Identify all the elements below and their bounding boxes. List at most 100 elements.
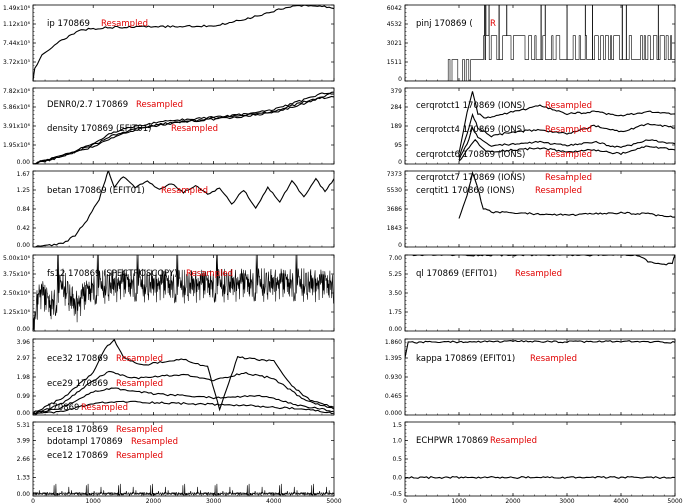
y-tick-label: 3.75x10⁶ — [3, 271, 31, 278]
series-line — [33, 5, 334, 81]
signal-label: cerqrotct1 170869 (IONS) — [416, 101, 525, 111]
resampled-tag: R — [490, 19, 496, 29]
y-tick-label: 6042 — [387, 5, 402, 12]
y-tick-label: 1.67 — [17, 171, 31, 178]
series-line — [33, 92, 334, 164]
signal-label: bdotampl 170869 — [47, 437, 123, 447]
panel-0: 1.49x10⁶ 1.12x10⁶ 7.44x10⁵ 3.72x10⁵ ip 17086… — [3, 4, 335, 82]
signal-label: DENR0/2.7 170869 — [47, 100, 128, 110]
y-tick-label: 2.50x10⁶ — [3, 290, 31, 297]
y-tick-label: 3.99 — [17, 438, 31, 445]
panel-container: 1.49x10⁶ 1.12x10⁶ 7.44x10⁵ 3.72x10⁵ ip 17086… — [3, 4, 683, 504]
panel-series-group — [405, 339, 675, 358]
series-line — [33, 483, 334, 496]
series-line — [33, 95, 334, 164]
series-line — [405, 339, 675, 358]
series-line — [458, 126, 675, 161]
signal-label: cerqrotct4 170869 (IONS) — [416, 125, 525, 135]
y-tick-label: 0.00 — [17, 159, 31, 166]
series-line — [405, 5, 675, 81]
y-tick-label: 7.00 — [389, 255, 403, 262]
panel-series-group — [33, 171, 334, 247]
series-line — [33, 370, 334, 414]
y-tick-label: 1.49x10⁶ — [3, 5, 31, 12]
resampled-tag: Resampled — [515, 269, 562, 279]
y-tick-label: 7373 — [387, 171, 402, 178]
panel-11: 1.5 1.0 0.5 0.0 -0.50 1000 2000 3000 4000 5000 ECH… — [390, 421, 683, 504]
y-tick-label: 1.33 — [17, 475, 31, 482]
panel-10: 1.860 1.395 0.930 0.465 0.000 kappa 170869 (E… — [385, 338, 676, 417]
series-line — [405, 475, 675, 480]
x-tick-label: 5000 — [667, 498, 682, 504]
x-tick-label: 1000 — [86, 498, 101, 504]
y-tick-label: 0.930 — [385, 374, 402, 381]
resampled-tag: Resampled — [545, 125, 592, 135]
series-line — [458, 112, 675, 158]
resampled-tag: Resampled — [116, 379, 163, 389]
panel-1: 7.82x10⁶ 5.86x10⁶ 3.91x10⁶ 1.95x10⁶ 0.00 DENR… — [3, 87, 335, 166]
signal-label: 170869 — [47, 403, 79, 413]
signal-label: ece32 170869 — [47, 354, 108, 364]
panel-series-group — [405, 5, 675, 81]
series-line — [33, 339, 334, 415]
panel-2: 1.67 1.25 0.84 0.42 0.00 betan 170869 (EFIT01… — [17, 170, 335, 249]
y-tick-label: 1511 — [387, 59, 402, 66]
signal-label: kappa 170869 (EFIT01) — [416, 354, 515, 364]
resampled-tag: Resampled — [161, 186, 208, 196]
signal-label: cerqrotct6 170869 (IONS) — [416, 150, 525, 160]
panel-series-group — [33, 339, 334, 415]
series-line — [458, 138, 675, 162]
resampled-tag: Resampled — [490, 436, 537, 446]
y-tick-label: 0.465 — [385, 393, 402, 400]
panel-series-group — [33, 255, 334, 331]
y-tick-label: 0.84 — [17, 206, 31, 213]
panel-series-group — [405, 475, 675, 480]
y-tick-label: -0.5 — [390, 491, 402, 498]
x-tick-label: 3000 — [559, 498, 574, 504]
x-tick-label: 0 — [31, 498, 35, 504]
signal-label: pinj 170869 ( — [416, 19, 473, 29]
x-tick-label: 1000 — [451, 498, 466, 504]
y-tick-label: 95 — [394, 142, 402, 149]
signal-label: betan 170869 (EFIT01) — [47, 186, 145, 196]
y-tick-label: 0.00 — [17, 326, 31, 333]
y-tick-label: 1.25 — [17, 187, 31, 194]
resampled-tag: Resampled — [136, 100, 183, 110]
panel-3: 5.00x10⁶ 3.75x10⁶ 2.50x10⁶ 1.25x10⁶ 0.00 fs12… — [3, 254, 335, 333]
y-tick-label: 0.000 — [385, 410, 402, 417]
y-tick-label: 1.395 — [385, 355, 402, 362]
y-tick-label: 0.00 — [389, 326, 403, 333]
y-tick-label: 1.98 — [17, 374, 31, 381]
panel-series-group — [33, 91, 334, 164]
y-tick-label: 0.42 — [17, 225, 31, 232]
y-tick-label: 3.50 — [389, 290, 403, 297]
signal-label: ece18 170869 — [47, 425, 108, 435]
resampled-tag: Resampled — [116, 451, 163, 461]
resampled-tag: Resampled — [131, 437, 178, 447]
y-tick-label: 5530 — [387, 187, 402, 194]
panel-9: 7.00 5.25 3.50 1.75 0.00 ql 170869 (EFIT01) Re… — [389, 254, 676, 333]
y-tick-label: 3.72x10⁵ — [3, 59, 31, 66]
y-tick-label: 0 — [398, 159, 402, 166]
signal-label: cerqtit1 170869 (IONS) — [416, 186, 515, 196]
series-line — [33, 91, 334, 164]
y-tick-label: 284 — [391, 104, 403, 111]
resampled-tag: Resampled — [116, 354, 163, 364]
x-tick-label: 2000 — [505, 498, 520, 504]
y-tick-label: 4532 — [387, 21, 402, 28]
y-tick-label: 2.97 — [17, 355, 31, 362]
y-tick-label: 1.860 — [385, 339, 402, 346]
y-tick-label: 1.25x10⁶ — [3, 309, 31, 316]
y-tick-label: 5.25 — [389, 271, 403, 278]
series-line — [458, 171, 675, 219]
x-tick-label: 4000 — [266, 498, 281, 504]
signal-label: cerqrotct7 170869 (IONS) — [416, 173, 525, 183]
x-tick-label: 5000 — [326, 498, 341, 504]
y-tick-label: 0.00 — [17, 242, 31, 249]
y-tick-label: 2.66 — [17, 456, 31, 463]
series-line — [33, 400, 334, 415]
resampled-tag: Resampled — [101, 19, 148, 29]
y-tick-label: 5.86x10⁶ — [3, 104, 31, 111]
resampled-tag: Resampled — [535, 186, 582, 196]
